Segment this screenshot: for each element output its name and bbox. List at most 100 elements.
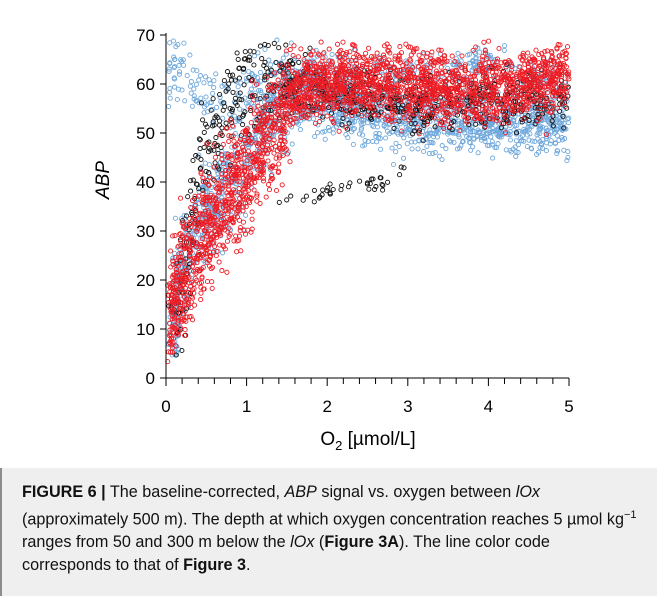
red-series-point <box>265 158 271 164</box>
blue-series-point <box>443 146 449 152</box>
blue-series-point <box>543 125 549 131</box>
black-series-point <box>208 107 214 113</box>
blue-series-point <box>210 90 216 96</box>
blue-series-point <box>396 144 402 150</box>
blue-series-point <box>188 79 194 85</box>
blue-series-point <box>314 130 321 136</box>
blue-series-point <box>488 122 494 128</box>
black-series-point <box>247 57 253 63</box>
red-series-point <box>237 195 243 202</box>
red-series-point <box>428 60 434 66</box>
blue-series-point <box>429 139 435 145</box>
blue-series-point <box>419 136 425 143</box>
blue-series-point <box>466 51 472 57</box>
blue-series-point <box>390 129 396 135</box>
red-series-point <box>318 76 324 82</box>
red-series-point <box>175 255 182 261</box>
red-series-point <box>204 278 211 285</box>
red-series-point <box>168 333 174 339</box>
red-series-point <box>487 116 493 122</box>
blue-series-point <box>519 138 525 144</box>
red-series-point <box>545 70 551 76</box>
blue-series-point <box>373 133 379 140</box>
red-series-point <box>438 64 444 70</box>
blue-series-point <box>565 154 571 161</box>
black-series-point <box>197 146 203 152</box>
black-series-point <box>302 52 308 58</box>
red-series-point <box>214 180 220 186</box>
black-series-point <box>206 145 212 151</box>
blue-series-point <box>437 153 443 159</box>
red-series-point <box>255 152 261 158</box>
blue-series-point <box>526 114 532 120</box>
red-series-point <box>194 255 200 261</box>
blue-series-point <box>539 145 546 151</box>
black-series-point <box>310 108 316 114</box>
blue-series-point <box>176 71 182 77</box>
black-series-point <box>224 69 231 75</box>
black-series-point <box>228 77 235 83</box>
blue-series-point <box>252 90 258 96</box>
red-series-point <box>435 75 441 81</box>
red-series-point <box>183 267 190 273</box>
blue-series-point <box>458 143 464 149</box>
red-series-point <box>557 61 563 67</box>
red-series-point <box>486 112 492 118</box>
black-series-point <box>204 124 210 130</box>
blue-series-point <box>237 106 243 112</box>
blue-series-point <box>213 71 219 77</box>
blue-series-point <box>256 87 262 94</box>
blue-series-point <box>252 73 258 79</box>
red-series-point <box>424 98 430 104</box>
black-series-point <box>257 96 263 102</box>
red-series-point <box>239 144 246 150</box>
red-series-point <box>251 111 257 117</box>
red-series-point <box>550 70 557 76</box>
red-series-point <box>459 81 465 88</box>
red-series-point <box>191 302 197 308</box>
black-series-point <box>216 122 223 128</box>
red-series-point <box>556 81 562 87</box>
black-series-point <box>203 168 209 174</box>
red-series-point <box>327 103 333 109</box>
red-series-point <box>256 141 262 147</box>
black-series-point <box>324 188 330 194</box>
red-series-point <box>462 109 468 115</box>
blue-series-point <box>217 94 223 100</box>
red-series-point <box>416 95 422 101</box>
red-series-point <box>506 96 512 102</box>
black-series-point <box>519 117 525 123</box>
red-series-point <box>231 138 237 144</box>
red-series-point <box>222 183 228 189</box>
blue-series-point <box>231 99 238 105</box>
red-series-point <box>240 219 246 225</box>
red-series-point <box>189 263 195 269</box>
red-series-point <box>472 95 478 102</box>
red-series-point <box>229 152 235 158</box>
black-series-point <box>339 182 345 189</box>
red-series-point <box>227 163 233 169</box>
red-series-point <box>480 95 486 101</box>
red-series-point <box>480 53 486 59</box>
blue-series-point <box>434 134 440 140</box>
red-series-point <box>273 97 279 103</box>
red-series-point <box>402 106 408 113</box>
red-series-point <box>280 87 286 93</box>
red-series-point <box>167 305 173 311</box>
red-series-point <box>393 96 399 102</box>
black-series-point <box>400 102 406 108</box>
blue-series-point <box>511 118 517 124</box>
red-series-point <box>280 123 286 129</box>
blue-series-point <box>330 130 336 136</box>
red-series-point <box>509 82 515 88</box>
red-series-point <box>271 128 278 134</box>
black-series-point <box>197 166 203 172</box>
blue-series-point <box>445 131 451 137</box>
black-series-point <box>532 121 538 127</box>
blue-series-point <box>552 140 558 147</box>
black-series-point <box>268 108 274 114</box>
red-series-point <box>239 168 245 174</box>
red-series-point <box>416 131 422 137</box>
red-series-point <box>442 69 448 75</box>
blue-series-point <box>359 125 365 131</box>
